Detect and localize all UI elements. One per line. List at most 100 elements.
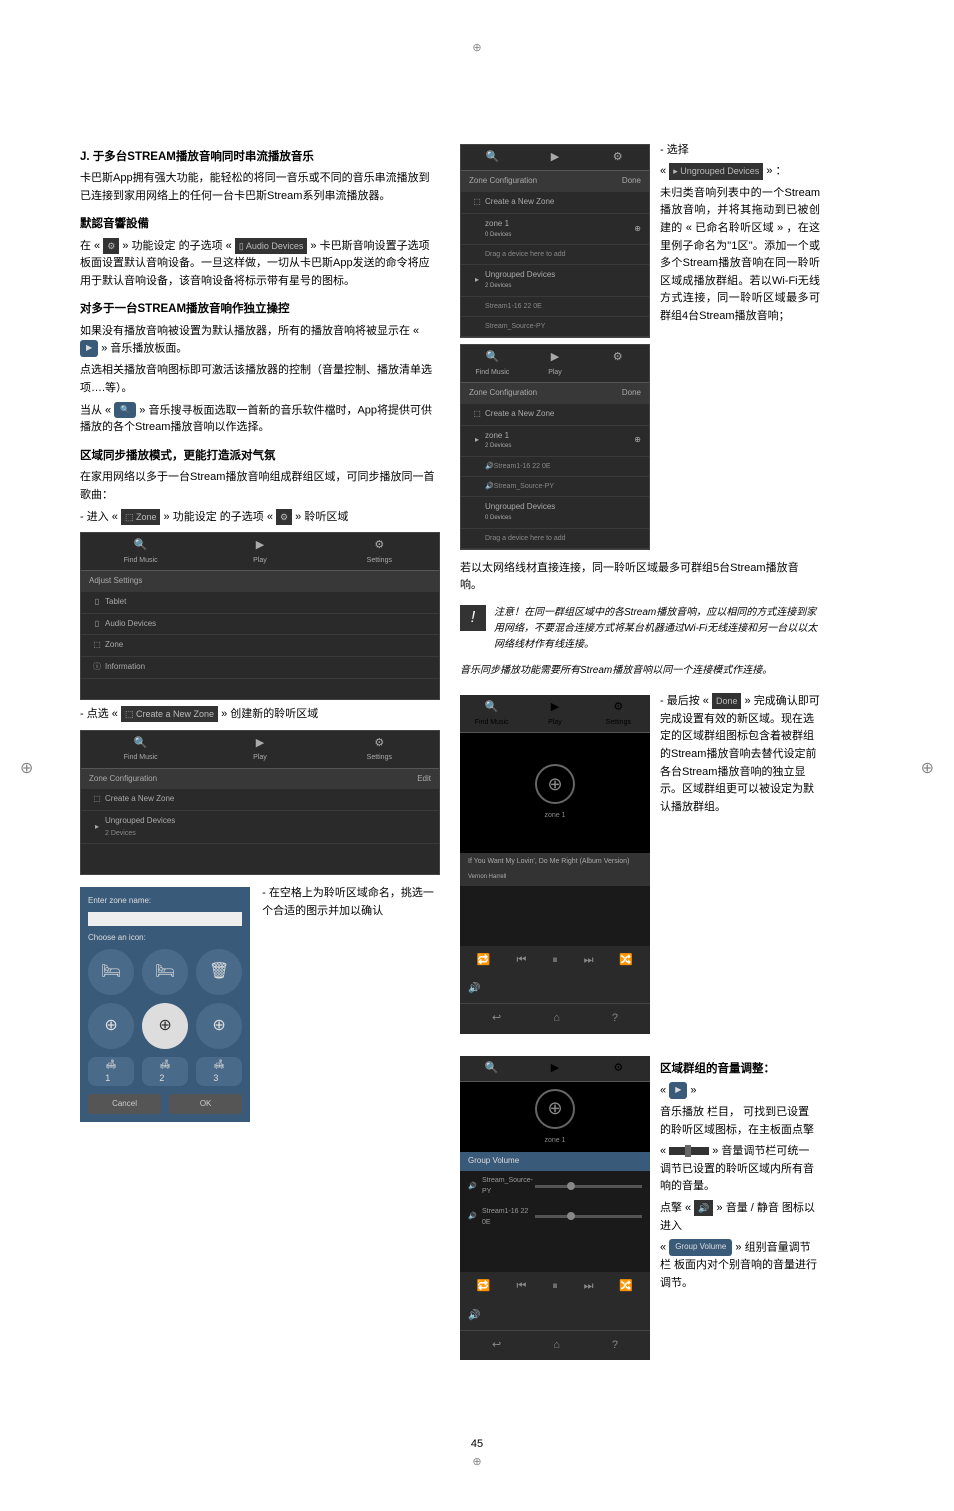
audio-devices-btn: ▯ Audio Devices [235,238,308,254]
help-icon-2[interactable]: ? [612,1337,618,1355]
tb-play-p2[interactable]: ▶ [523,1060,586,1078]
tb-settings-r2[interactable]: ⚙ [586,349,649,378]
para-select-4: 若以太网络线材直接连接，同一聆听区域最多可群组5台Stream播放音响。 [460,560,820,595]
heading-zone: 区域同步播放模式，更能打造派对气氛 [80,447,440,465]
row-audio-devices[interactable]: ▯Audio Devices [81,614,439,636]
tb-play[interactable]: ▶Play [200,537,319,566]
ok-button[interactable]: OK [169,1094,242,1115]
zone-name-input[interactable] [88,912,242,926]
tb-find[interactable]: 🔍Find Music [81,537,200,566]
para-multi-1: 如果没有播放音响被设置为默认播放器，所有的播放音响将被显示在 « ▶ » 音乐播… [80,323,440,359]
zone-icon-6[interactable]: ⊕ [196,1003,242,1049]
vol-row-2[interactable]: 🔊Stream1-16 22 0E [460,1202,650,1232]
next-icon[interactable]: ⏭ [584,952,594,970]
tb-settings-p2[interactable]: ⚙ [587,1060,650,1078]
group-volume-btn: Group Volume [669,1239,732,1256]
gear-icon-btn-2: ⚙ [276,509,292,525]
row-dev2-r1[interactable]: Stream_Source-PY [461,317,649,337]
row-ungrouped[interactable]: ▸Ungrouped Devices2 Devices [81,811,439,844]
zone-config-screenshot: 🔍Find Music ▶Play ⚙Settings Zone Configu… [80,730,440,875]
row-create-zone[interactable]: ⬚Create a New Zone [81,789,439,811]
home-icon[interactable]: ⌂ [553,1010,560,1028]
para-done: - 最后按 « Done » 完成确认即可完成设置有效的新区域。现在选定的区域群… [660,693,820,816]
zone-icon-8[interactable]: 🛋2 [142,1057,188,1086]
warning-note: ! 注意！在同一群组区域中的各Stream播放音响，应以相同的方式连接到家用网络… [460,605,820,653]
tb-find-2[interactable]: 🔍Find Music [81,735,200,764]
back-icon[interactable]: ↩ [492,1010,501,1028]
row-dev1-r1[interactable]: Stream1-16 22 0E [461,297,649,317]
home-icon-2[interactable]: ⌂ [553,1337,560,1355]
zone-icon-3[interactable]: 🗑 [196,949,242,995]
para-vol-2: 音乐播放 栏目， 可找到已设置的聆听区域图标，在主板面点擎 [660,1104,820,1139]
zone-icon-7[interactable]: 🛋1 [88,1057,134,1086]
tb-play-2[interactable]: ▶Play [200,735,319,764]
edit-link[interactable]: Edit [417,773,431,786]
vol-icon-2[interactable]: 🔊 [460,1302,650,1330]
repeat-icon-2[interactable]: 🔁 [477,1278,491,1296]
tb-play-p1[interactable]: ▶Play [523,699,586,728]
help-icon[interactable]: ? [612,1010,618,1028]
tb-settings-r1[interactable]: ⚙ [586,149,649,167]
done-link-2[interactable]: Done [622,387,641,400]
tb-settings[interactable]: ⚙Settings [320,537,439,566]
choose-icon-label: Choose an icon: [88,932,242,945]
zone-icon-9[interactable]: 🛋3 [196,1057,242,1086]
track-title: If You Want My Lovin', Do Me Right (Albu… [460,853,650,870]
icon-picker-panel: Enter zone name: Choose an icon: 🛏 🛏 🗑 ⊕… [80,887,250,1122]
row-create-r1[interactable]: ⬚Create a New Zone [461,192,649,214]
zone-config-header: Zone Configuration Edit [81,769,439,790]
shuffle-icon[interactable]: 🔀 [619,952,633,970]
row-info[interactable]: ⓘInformation [81,657,439,679]
tb-find-r2[interactable]: 🔍Find Music [461,349,524,378]
zone-config-screenshot-r1: 🔍 ▶ ⚙ Zone ConfigurationDone ⬚Create a N… [460,144,650,339]
tb-settings-2[interactable]: ⚙Settings [320,735,439,764]
back-icon-2[interactable]: ↩ [492,1337,501,1355]
prev-icon-2[interactable]: ⏮ [516,1278,526,1296]
row-dev2-r2[interactable]: 🔊 Stream_Source-PY [461,477,649,497]
tb-play-r1[interactable]: ▶ [524,149,587,167]
settings-header: Adjust Settings [81,571,439,592]
next-icon-2[interactable]: ⏭ [584,1278,594,1296]
tb-settings-p1[interactable]: ⚙Settings [587,699,650,728]
row-zone1-r1[interactable]: zone 10 Devices⊕ [461,214,649,245]
para-select-1: - 选择 [660,142,820,160]
row-dev1-r2[interactable]: 🔊 Stream1-16 22 0E [461,457,649,477]
tb-find-p2[interactable]: 🔍 [460,1060,523,1078]
reg-mark-bottom: ⊕ [0,1454,954,1472]
zone-icon-5[interactable]: ⊕ [142,1003,188,1049]
row-zone[interactable]: ⬚Zone [81,635,439,657]
row-drag-r1: Drag a device here to add [461,245,649,265]
zone-icon-1[interactable]: 🛏 [88,949,134,995]
zone-circle-icon-2: ⊕ [535,1089,575,1129]
pause-icon[interactable]: ⏸ [552,952,558,970]
vol-icon[interactable]: 🔊 [460,975,650,1003]
row-tablet[interactable]: ▯Tablet [81,592,439,614]
cancel-button[interactable]: Cancel [88,1094,161,1115]
zone-label-2: zone 1 [544,1135,565,1146]
repeat-icon[interactable]: 🔁 [477,952,491,970]
tb-play-r2[interactable]: ▶Play [524,349,587,378]
para-multi-3: 当从 « 🔍 » 音乐搜寻板面选取一首新的音乐软件檔时，App将提供可供播放的各… [80,402,440,438]
pause-icon-2[interactable]: ⏸ [552,1278,558,1296]
row-zone1-r2[interactable]: ▸zone 12 Devices⊕ [461,426,649,457]
tb-find-p1[interactable]: 🔍Find Music [460,699,523,728]
para-zone-4: - 在空格上为聆听区域命名，挑选一个合适的图示并加以确认 [262,885,440,920]
heading-default: 默認音響設備 [80,215,440,233]
zone-btn: ⬚ Zone [121,509,161,525]
track-artist: Vernon Harrell [460,870,650,886]
done-link-1[interactable]: Done [622,175,641,188]
slider-icon [669,1147,709,1155]
para-vol-4: 点擎 « 🔊 » 音量 / 静音 图标以进入 [660,1200,820,1235]
row-ungrouped-r2[interactable]: Ungrouped Devices0 Devices [461,497,649,528]
prev-icon[interactable]: ⏮ [516,952,526,970]
zone-icon-2[interactable]: 🛏 [142,949,188,995]
zone-icon-4[interactable]: ⊕ [88,1003,134,1049]
vol-row-1[interactable]: 🔊Stream_Source-PY [460,1171,650,1201]
play-icon-btn: ▶ [80,340,98,357]
shuffle-icon-2[interactable]: 🔀 [619,1278,633,1296]
group-vol-header: Group Volume [460,1152,650,1171]
row-ungrouped-r1[interactable]: ▸Ungrouped Devices2 Devices [461,265,649,296]
row-create-r2[interactable]: ⬚Create a New Zone [461,404,649,426]
tb-find-r1[interactable]: 🔍 [461,149,524,167]
para-select-2: « ▸ Ungrouped Devices » ： [660,163,820,181]
